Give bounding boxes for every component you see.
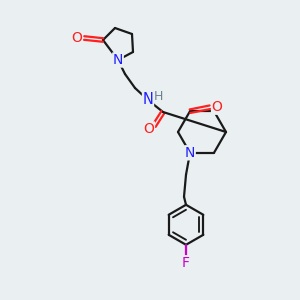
- Text: O: O: [144, 122, 154, 136]
- Text: N: N: [185, 146, 195, 160]
- Text: N: N: [113, 53, 123, 67]
- Text: F: F: [182, 256, 190, 270]
- Text: O: O: [212, 100, 222, 114]
- Text: O: O: [72, 31, 83, 45]
- Text: H: H: [153, 91, 163, 103]
- Text: N: N: [142, 92, 153, 107]
